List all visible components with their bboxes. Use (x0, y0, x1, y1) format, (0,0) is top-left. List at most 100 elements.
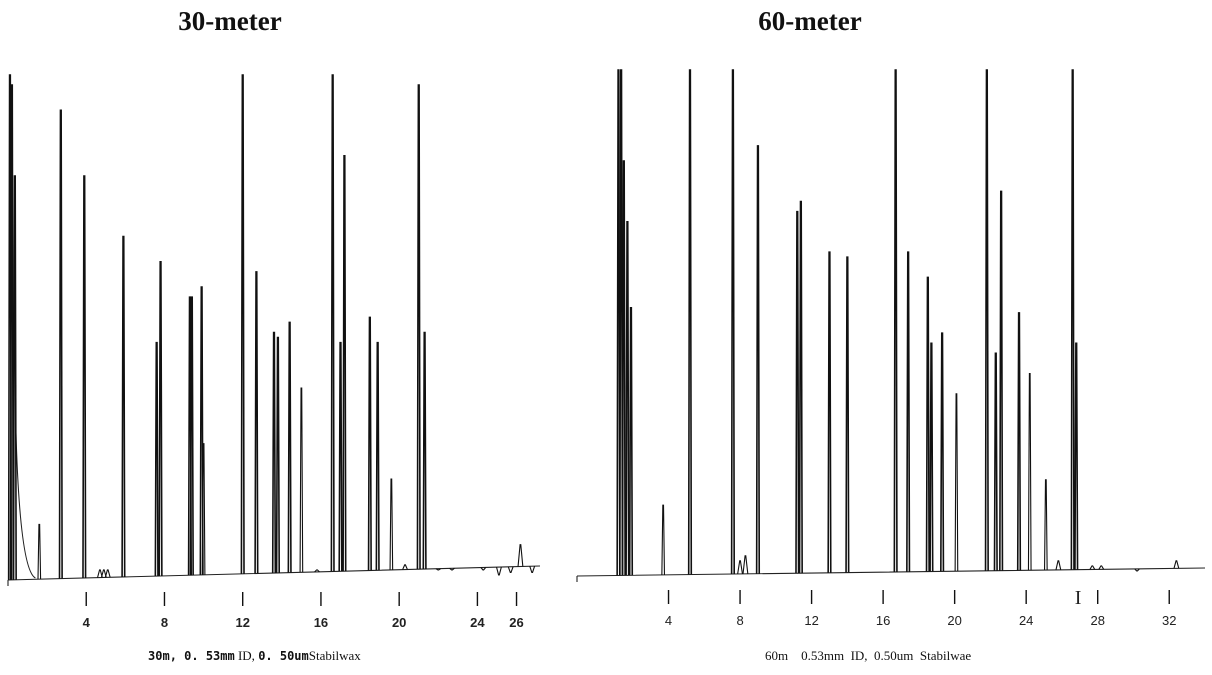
axis-marker-label: I (1075, 587, 1082, 609)
chromatogram-peak (621, 160, 626, 576)
caption-30m-phase: Stabilwax (308, 648, 361, 663)
chromatogram-peak (389, 478, 394, 570)
chromatogram-peak (737, 560, 744, 575)
chromatogram-peak (827, 251, 832, 573)
x-tick-label: 12 (235, 615, 249, 630)
chromatogram-peak (287, 321, 292, 573)
caption-30m-length: 30m (148, 649, 170, 663)
chromatogram-peak (999, 190, 1004, 571)
chromatogram-peak (275, 336, 281, 573)
baseline-trace (7, 428, 541, 586)
chromatogram-peak (742, 555, 749, 574)
chromatogram-peak (1098, 565, 1105, 570)
chromatogram-peak (367, 316, 372, 571)
chromatogram-peak (1134, 568, 1140, 572)
chromatogram-peak (314, 569, 320, 573)
x-tick-label: 8 (161, 615, 168, 630)
chromatogram-60m: 4 8 12 16 20 24 28 32 I (576, 69, 1206, 628)
chromatogram-peak (1074, 342, 1079, 570)
chromatogram-peak (9, 84, 15, 580)
x-tick-label: 16 (876, 613, 890, 628)
x-tick-label: 26 (509, 615, 523, 630)
chromatogram-peak (616, 69, 621, 576)
chromatogram-peak (375, 341, 380, 571)
chromatogram-peak (96, 569, 103, 578)
chromatogram-peak (661, 504, 666, 575)
chromatogram-30m: 4 8 12 16 20 24 26 (7, 74, 541, 630)
x-tick-label: 16 (314, 615, 328, 630)
chromatogram-peak (100, 569, 107, 578)
chromatogram-peak (906, 251, 911, 572)
chromatogram-peak (201, 443, 206, 575)
chromatogram-peak (517, 544, 524, 567)
chromatogram-peak (299, 387, 304, 573)
chromatogram-peak (1173, 560, 1180, 569)
chromatogram-peak (940, 332, 945, 572)
chromatogram-peak (628, 307, 634, 576)
chromatogram-60m-panel: 60-meter 4 8 12 16 20 24 28 32 I 60m 0.53mm ID, … (575, 0, 1212, 675)
chromatogram-peak (507, 566, 514, 573)
chromatogram-peak (82, 175, 87, 578)
x-tick-label: 28 (1090, 613, 1104, 628)
chromatogram-peak (37, 523, 42, 580)
caption-30m-film: 0. 50um (258, 649, 309, 663)
caption-30m: 30m, 0. 53mm ID, 0. 50umStabilwax (148, 648, 361, 663)
chromatogram-peak (925, 276, 930, 572)
chromatogram-peak (402, 564, 408, 570)
chromatogram-peak (416, 84, 421, 570)
chromatogram-peak (993, 352, 998, 571)
x-tick-label: 12 (804, 613, 818, 628)
chromatogram-peak (1027, 373, 1032, 571)
chart-title-60m: 60-meter (758, 6, 862, 36)
caption-30m-diameter: 0. 53mm (184, 649, 235, 663)
chromatogram-peak (730, 69, 736, 575)
x-tick-label: 4 (665, 613, 672, 628)
chromatogram-peak (254, 271, 259, 574)
chromatogram-peak (330, 74, 335, 572)
chromatogram-peak (435, 568, 441, 571)
chromatogram-peak (625, 221, 630, 576)
chromatogram-peak (480, 567, 487, 571)
chromatogram-peak (845, 256, 850, 573)
chromatogram-peak (1070, 69, 1075, 570)
chromatogram-peak (104, 569, 111, 578)
x-tick-label: 8 (736, 613, 743, 628)
chromatogram-peak (422, 331, 427, 570)
x-tick-label: 20 (392, 615, 406, 630)
chromatogram-peak (954, 393, 959, 572)
x-tick-label: 4 (83, 615, 91, 630)
chromatogram-30m-panel: 30-meter 4 8 12 16 20 24 26 30m, 0. 53mm ID, 0… (0, 0, 600, 675)
chromatogram-peak (271, 331, 277, 574)
chromatogram-peak (687, 69, 693, 575)
chromatogram-peak (1016, 312, 1022, 571)
chromatogram-peak (1043, 479, 1048, 571)
chromatogram-peak (121, 235, 126, 577)
caption-60m: 60m 0.53mm ID, 0.50um Stabilwae (765, 648, 972, 663)
baseline-trace (576, 567, 1206, 582)
chromatogram-peak (1089, 565, 1096, 570)
x-tick-label: 20 (947, 613, 961, 628)
chromatogram-peak (158, 261, 163, 576)
x-tick-label: 24 (1019, 613, 1033, 628)
chromatogram-peak (338, 341, 343, 572)
chromatogram-peak (984, 69, 989, 571)
chromatogram-peak (12, 175, 17, 580)
chromatogram-peak (189, 296, 194, 576)
caption-30m-id: ID, (237, 648, 255, 663)
chromatogram-peak (58, 109, 63, 579)
chromatogram-peak (929, 342, 934, 572)
x-tick-label: 24 (470, 615, 485, 630)
chromatogram-peak (154, 341, 159, 577)
chromatogram-peak (755, 145, 761, 574)
chromatogram-peak (893, 69, 898, 572)
chromatogram-peak (798, 200, 803, 574)
chromatogram-peak (199, 286, 204, 575)
chromatogram-peak (342, 155, 347, 572)
x-tick-label: 32 (1162, 613, 1176, 628)
chart-title-30m: 30-meter (178, 6, 282, 36)
chromatogram-peak (1055, 560, 1062, 570)
chromatogram-peak (495, 566, 502, 576)
chromatogram-peak (449, 567, 455, 571)
chromatogram-peak (240, 74, 245, 574)
chromatogram-peak (795, 210, 800, 574)
